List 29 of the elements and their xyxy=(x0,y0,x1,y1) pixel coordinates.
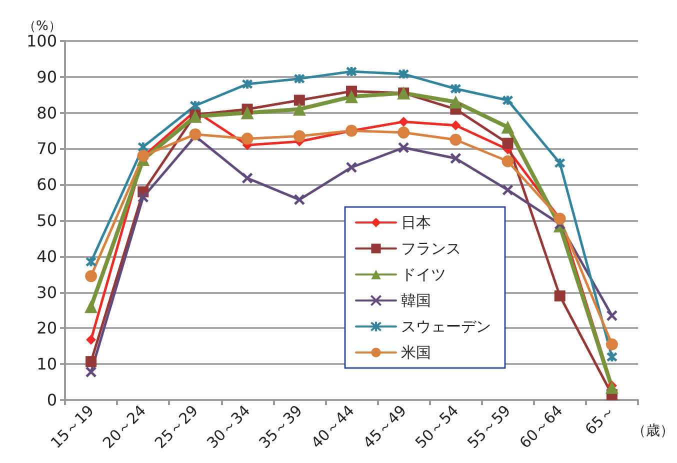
x-tick-label: 65～ xyxy=(581,402,618,438)
x-axis-title: （歳） xyxy=(632,423,674,439)
y-tick-label: 90 xyxy=(36,67,57,86)
legend-label: 韓国 xyxy=(401,292,431,310)
y-tick-label: 100 xyxy=(26,32,57,50)
y-tick-label: 20 xyxy=(36,318,57,338)
x-tick-label: 40～44 xyxy=(308,402,358,452)
y-tick-label: 0 xyxy=(46,390,57,410)
x-tick-label: 50～54 xyxy=(412,402,462,452)
y-tick-label: 10 xyxy=(36,354,57,374)
legend-label: 日本 xyxy=(401,214,431,232)
y-tick-label: 30 xyxy=(36,282,57,302)
y-tick-label: 50 xyxy=(36,211,57,230)
x-tick-label: 30～34 xyxy=(203,402,254,452)
y-tick-label: 60 xyxy=(36,175,57,194)
legend-label: フランス xyxy=(401,240,461,258)
legend-label: スウェーデン xyxy=(401,318,491,336)
x-tick-label: 35～39 xyxy=(255,402,306,452)
x-tick-label: 45～49 xyxy=(360,402,410,452)
legend-label: ドイツ xyxy=(401,266,446,284)
y-tick-label: 70 xyxy=(36,139,57,158)
x-tick-label: 25～29 xyxy=(151,402,202,452)
y-tick-label: 80 xyxy=(36,103,57,122)
x-tick-label: 55～59 xyxy=(464,402,514,452)
y-axis-title: （%） xyxy=(23,19,62,34)
y-tick-label: 40 xyxy=(36,246,57,266)
legend-label: 米国 xyxy=(401,344,431,362)
x-tick-label: 60～64 xyxy=(516,402,566,452)
x-tick-label: 20～24 xyxy=(99,402,150,452)
